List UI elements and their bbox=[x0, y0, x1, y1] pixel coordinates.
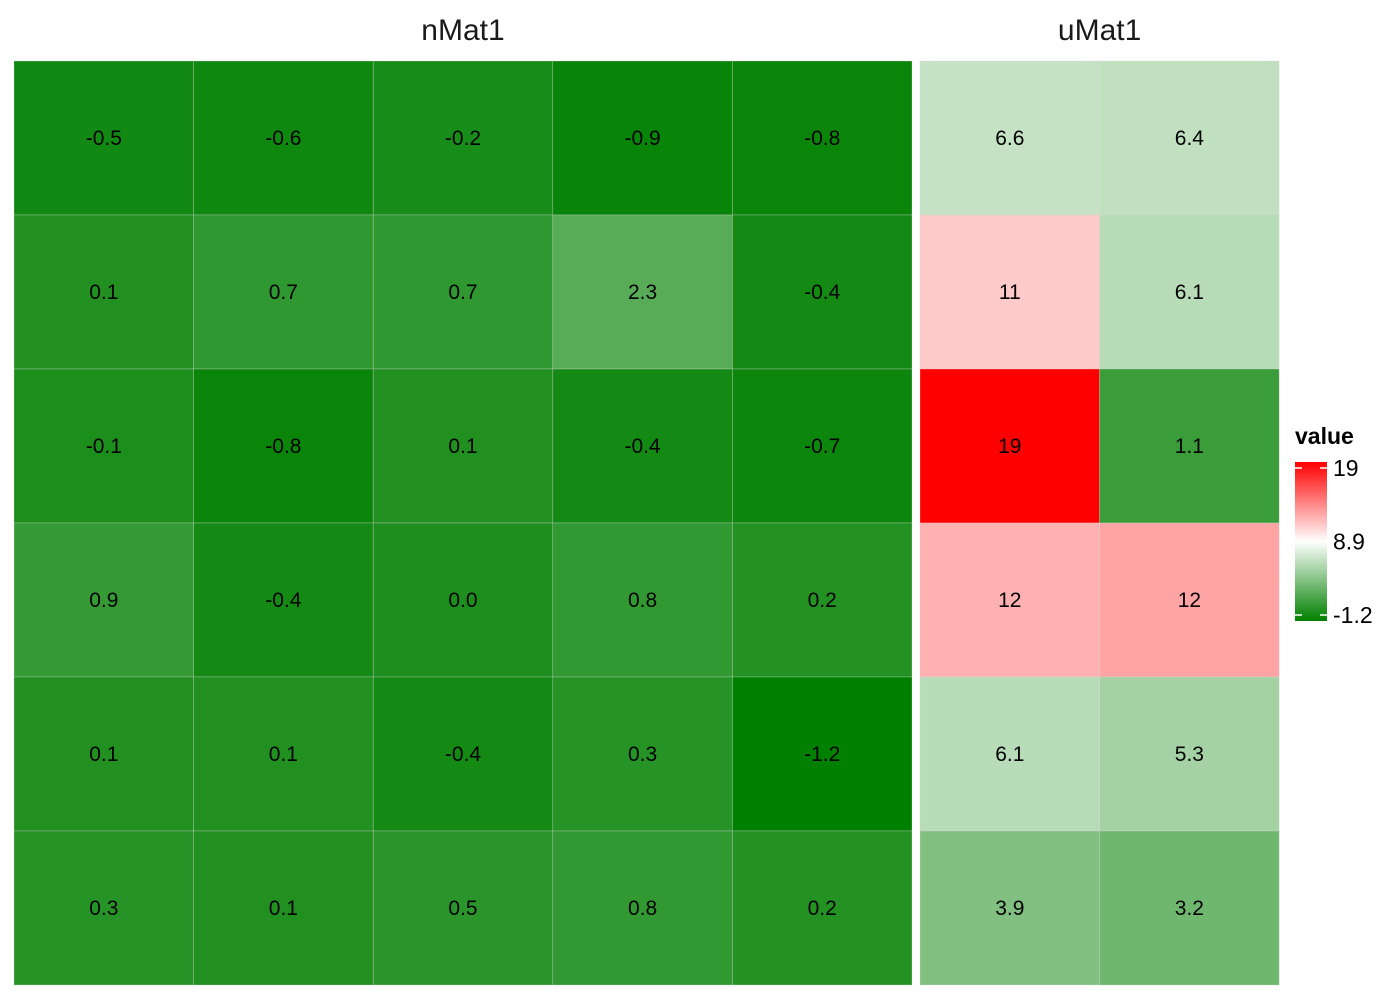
legend-tick-label: 19 bbox=[1333, 455, 1359, 481]
color-legend: value 19 8.9 -1.2 bbox=[1295, 423, 1373, 628]
heatmap-cell bbox=[732, 522, 913, 678]
cell-label: 11 bbox=[999, 281, 1021, 304]
cell-label: 0.1 bbox=[269, 743, 298, 766]
panel-uMat1: uMat1 6.6 6.4 11 6.1 19 1.1 12 12 6.1 5.3 3.9 3.2 bbox=[919, 14, 1280, 986]
cell-label: 6.4 bbox=[1175, 127, 1205, 150]
heatmap-cell bbox=[552, 368, 733, 524]
heatmap-cell bbox=[372, 60, 554, 216]
cell-label: 0.1 bbox=[448, 435, 477, 458]
heatmap-cell bbox=[732, 830, 913, 986]
cell-label: 6.1 bbox=[1175, 281, 1204, 304]
heatmap-panels: nMat1 -0.5 -0.6 -0.2 -0.9 -0.8 0.1 0.7 0.7 2.3 -0.… bbox=[13, 14, 1280, 986]
heatmap-cell bbox=[552, 522, 733, 678]
cell-label: 0.1 bbox=[269, 897, 298, 920]
cell-label: -0.2 bbox=[445, 127, 481, 150]
cell-label: 12 bbox=[1178, 589, 1201, 612]
cell-label: -0.4 bbox=[804, 281, 841, 304]
cell-label: 0.7 bbox=[269, 281, 298, 304]
cell-label: 12 bbox=[998, 589, 1021, 612]
cell-label: -0.8 bbox=[804, 127, 840, 150]
heatmap-cell bbox=[732, 368, 913, 524]
heatmap-cell bbox=[552, 830, 733, 986]
heatmap-cell bbox=[193, 676, 374, 832]
cell-label: 3.2 bbox=[1175, 897, 1204, 920]
heatmap-cell bbox=[732, 676, 913, 832]
cell-label: -0.1 bbox=[86, 435, 122, 458]
heatmap-cell bbox=[13, 60, 194, 216]
cell-label: 3.9 bbox=[995, 897, 1024, 920]
heatmap-cell bbox=[372, 214, 554, 370]
legend-tick-label: -1.2 bbox=[1333, 602, 1373, 628]
heatmap-cell bbox=[372, 676, 554, 832]
panel-nMat1: nMat1 -0.5 -0.6 -0.2 -0.9 -0.8 0.1 0.7 0.7 2.3 -0.… bbox=[13, 14, 913, 986]
cell-label: 2.3 bbox=[628, 281, 657, 304]
heatmap-cell bbox=[193, 522, 374, 678]
heatmap-cell bbox=[193, 60, 374, 216]
cell-label: -0.5 bbox=[86, 127, 122, 150]
cell-label: 5.3 bbox=[1175, 743, 1204, 766]
heatmap-cell bbox=[372, 830, 554, 986]
heatmap-cell bbox=[13, 214, 194, 370]
heatmap-cell bbox=[919, 676, 1100, 832]
cell-label: -0.4 bbox=[265, 589, 302, 612]
heatmap-cell bbox=[919, 830, 1100, 986]
heatmap-cell bbox=[13, 522, 194, 678]
cell-label: -0.7 bbox=[804, 435, 840, 458]
legend-tick-label: 8.9 bbox=[1333, 529, 1365, 555]
cell-label: -0.8 bbox=[265, 435, 301, 458]
heatmap-cell bbox=[732, 214, 913, 370]
heatmap-cell bbox=[552, 60, 733, 216]
heatmap-cell bbox=[732, 60, 913, 216]
heatmap-cell bbox=[372, 368, 554, 524]
heatmap-cell bbox=[919, 60, 1100, 216]
cell-label: -0.4 bbox=[625, 435, 662, 458]
cell-label: 19 bbox=[998, 435, 1021, 458]
heatmap-cell bbox=[1099, 368, 1280, 524]
cell-label: -1.2 bbox=[804, 743, 840, 766]
cell-label: 0.2 bbox=[808, 589, 837, 612]
cell-label: 6.6 bbox=[995, 127, 1024, 150]
cell-label: 0.1 bbox=[89, 281, 118, 304]
heatmap-cell bbox=[919, 522, 1100, 678]
panel-title: nMat1 bbox=[421, 14, 504, 47]
cell-label: 1.1 bbox=[1175, 435, 1204, 458]
cell-label: 0.1 bbox=[89, 743, 118, 766]
cell-label: -0.9 bbox=[625, 127, 661, 150]
heatmap-cell bbox=[372, 522, 554, 678]
heatmap-cell bbox=[1099, 830, 1280, 986]
heatmap-cell bbox=[13, 830, 194, 986]
panel-title: uMat1 bbox=[1058, 14, 1141, 47]
cell-label: 0.9 bbox=[89, 589, 118, 612]
heatmap-cell bbox=[1099, 522, 1280, 678]
cell-label: 0.3 bbox=[89, 897, 118, 920]
legend-title: value bbox=[1295, 423, 1354, 449]
cell-label: -0.4 bbox=[445, 743, 482, 766]
cell-label: 6.1 bbox=[995, 743, 1024, 766]
legend-ticks: 19 8.9 -1.2 bbox=[1295, 455, 1373, 628]
cell-label: 0.8 bbox=[628, 897, 657, 920]
heatmap-cell bbox=[193, 368, 374, 524]
heatmap-cell bbox=[13, 676, 194, 832]
cell-label: 0.5 bbox=[448, 897, 477, 920]
cell-label: 0.8 bbox=[628, 589, 657, 612]
heatmap-cell bbox=[193, 214, 374, 370]
cell-label: 0.2 bbox=[808, 897, 837, 920]
heatmap-cell bbox=[193, 830, 374, 986]
heatmap-cell bbox=[919, 368, 1100, 524]
heatmap-cell bbox=[1099, 676, 1280, 832]
cell-label: -0.6 bbox=[265, 127, 301, 150]
cell-label: 0.3 bbox=[628, 743, 657, 766]
heatmap-cell bbox=[1099, 214, 1280, 370]
cell-label: 0.7 bbox=[448, 281, 477, 304]
cell-label: 0.0 bbox=[448, 589, 477, 612]
